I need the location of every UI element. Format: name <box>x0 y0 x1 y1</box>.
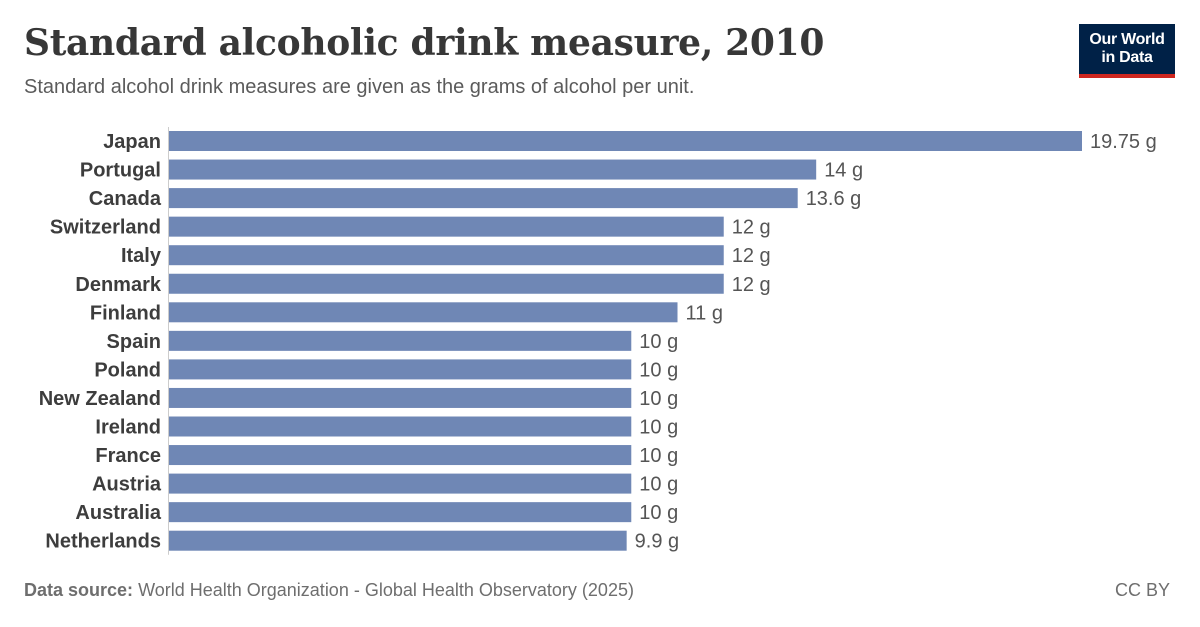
value-label: 12 g <box>732 245 771 267</box>
category-label: Australia <box>75 502 161 524</box>
value-label: 11 g <box>686 302 723 324</box>
bar-ireland[interactable] <box>169 416 632 437</box>
bar-japan[interactable] <box>169 131 1082 151</box>
bar-australia[interactable] <box>169 502 632 523</box>
category-label: Ireland <box>95 417 161 439</box>
category-label: Japan <box>103 131 161 153</box>
data-source-text[interactable]: World Health Organization - Global Healt… <box>138 580 634 600</box>
bar-france[interactable] <box>169 445 632 466</box>
bar-new-zealand[interactable] <box>169 387 632 408</box>
category-label: Italy <box>121 245 162 267</box>
category-label: France <box>95 445 161 467</box>
category-label: Spain <box>107 331 161 353</box>
category-label: Switzerland <box>50 217 161 239</box>
data-source-label: Data source: <box>24 580 134 600</box>
value-label: 10 g <box>639 359 678 381</box>
bar-poland[interactable] <box>169 359 632 380</box>
data-source: Data source: World Health Organization -… <box>24 580 634 601</box>
value-label: 12 g <box>732 274 771 296</box>
value-label: 10 g <box>639 445 678 467</box>
value-label: 10 g <box>639 502 678 524</box>
value-label: 10 g <box>639 388 678 410</box>
bar-italy[interactable] <box>169 245 724 266</box>
value-label: 19.75 g <box>1090 131 1157 153</box>
category-label: Netherlands <box>45 531 161 553</box>
category-label: Canada <box>89 188 162 210</box>
chart-subtitle: Standard alcohol drink measures are give… <box>24 76 695 98</box>
category-label: Portugal <box>80 160 161 182</box>
bar-finland[interactable] <box>169 302 678 323</box>
value-label: 13.6 g <box>806 188 862 210</box>
bar-denmark[interactable] <box>169 273 724 294</box>
value-label: 12 g <box>732 217 771 239</box>
bar-canada[interactable] <box>169 188 798 209</box>
logo-line-2: in Data <box>1101 49 1153 66</box>
value-label: 10 g <box>639 474 678 496</box>
chart-title: Standard alcoholic drink measure, 2010 <box>24 22 825 64</box>
owid-logo[interactable]: Our World in Data <box>1079 24 1175 78</box>
license-link[interactable]: CC BY <box>1114 580 1170 600</box>
value-label: 10 g <box>639 417 678 439</box>
bar-switzerland[interactable] <box>169 216 724 237</box>
category-label: New Zealand <box>39 388 161 410</box>
bar-netherlands[interactable] <box>169 530 627 551</box>
logo-line-1: Our World <box>1089 31 1165 48</box>
category-label: Austria <box>92 474 162 496</box>
value-label: 14 g <box>824 160 863 182</box>
value-label: 9.9 g <box>635 531 679 553</box>
value-label: 10 g <box>639 331 678 353</box>
bar-spain[interactable] <box>169 330 632 351</box>
category-label: Finland <box>90 302 161 324</box>
bar-austria[interactable] <box>169 473 632 494</box>
category-label: Denmark <box>75 274 161 296</box>
bar-portugal[interactable] <box>169 159 817 180</box>
category-label: Poland <box>94 359 161 381</box>
